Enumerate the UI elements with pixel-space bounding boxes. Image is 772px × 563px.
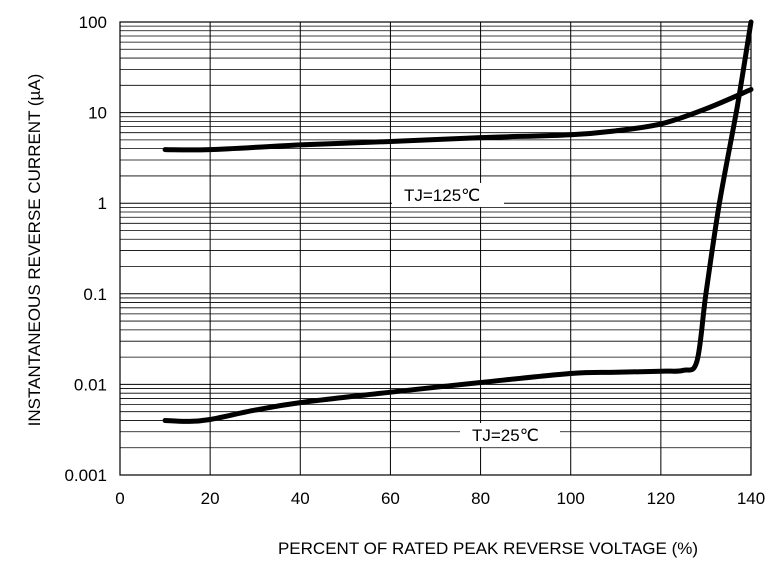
series-label: TJ=125℃ xyxy=(404,186,480,205)
plot-frame xyxy=(119,21,752,476)
series-labels: TJ=125℃ TJ=25℃ xyxy=(392,183,560,447)
y-tick-label: 0.1 xyxy=(83,285,107,304)
y-tick-label: 1 xyxy=(98,194,107,213)
x-tick-label: 80 xyxy=(471,489,490,508)
series-label-bg xyxy=(460,423,560,447)
x-tick-label: 60 xyxy=(381,489,400,508)
y-tick-label: 0.01 xyxy=(74,375,107,394)
x-tick-label: 120 xyxy=(647,489,675,508)
x-tick-label: 40 xyxy=(291,489,310,508)
grid-lines xyxy=(119,22,752,476)
x-axis-label: PERCENT OF RATED PEAK REVERSE VOLTAGE (%… xyxy=(278,539,698,558)
series-label: TJ=25℃ xyxy=(472,426,539,445)
series-label-bg xyxy=(392,183,504,207)
y-tick-label: 0.001 xyxy=(64,466,107,485)
y-axis-label: INSTANTANEOUS REVERSE CURRENT (µA) xyxy=(25,74,44,427)
series-curves xyxy=(162,19,754,424)
tick-labels: 0 20 40 60 80 100 120 140 0.001 0.01 0.1 1 10 100 xyxy=(64,13,765,508)
x-tick-label: 100 xyxy=(557,489,585,508)
series-line-tj125 xyxy=(162,87,754,153)
series-line-tj25 xyxy=(162,19,754,424)
x-tick-label: 20 xyxy=(201,489,220,508)
x-tick-label: 0 xyxy=(115,489,124,508)
x-tick-label: 140 xyxy=(737,489,765,508)
y-tick-label: 100 xyxy=(79,13,107,32)
y-tick-label: 10 xyxy=(88,104,107,123)
